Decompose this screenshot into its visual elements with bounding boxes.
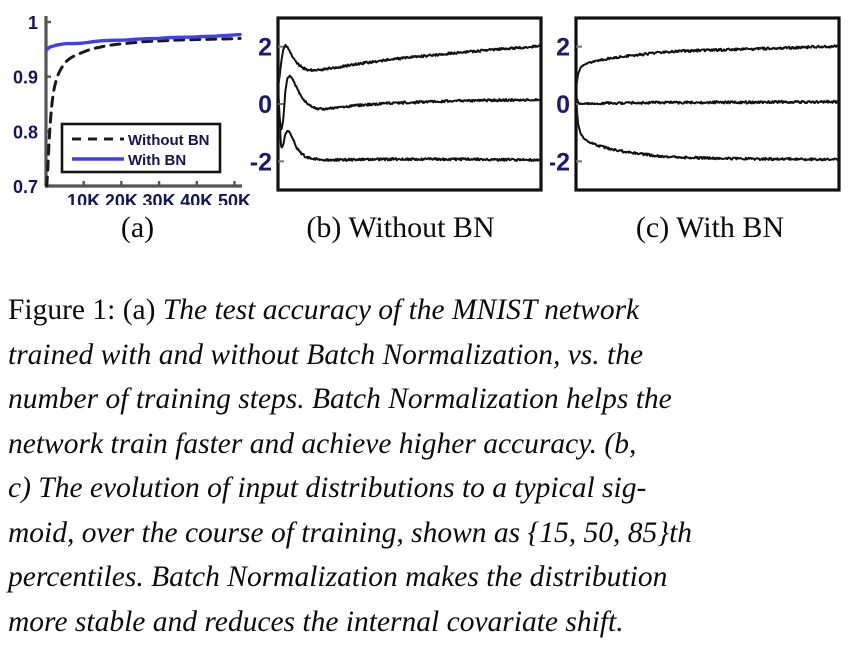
legend-label-without-bn: Without BN	[128, 132, 210, 149]
chart-b-canvas: -2 0 2	[250, 16, 543, 192]
caption-line: moid, over the course of training, shown…	[8, 511, 860, 556]
y-tick-label: 0	[258, 91, 272, 119]
y-tick-label: 0.8	[13, 122, 38, 142]
caption-text: trained with and without Batch Normaliza…	[8, 338, 644, 371]
chart-panel-b: -2 0 2	[250, 0, 550, 205]
subcaption-b: (b) Without BN	[306, 211, 495, 244]
caption-line: number of training steps. Batch Normaliz…	[8, 377, 860, 422]
y-tick-label: 1	[28, 13, 38, 33]
caption-line: c) The evolution of input distributions …	[8, 466, 860, 511]
caption-line: network train faster and achieve higher …	[8, 422, 860, 467]
figure-caption: Figure 1: (a) The test accuracy of the M…	[8, 288, 860, 644]
plots-strip: 0.7 0.8 0.9 1 10K 20K 30K 40K 50K Without BN With …	[0, 0, 865, 205]
plot-frame	[574, 16, 841, 192]
x-tick-label: 30K	[143, 191, 176, 205]
caption-line: trained with and without Batch Normaliza…	[8, 333, 860, 378]
chart-panel-a: 0.7 0.8 0.9 1 10K 20K 30K 40K 50K Without BN With …	[0, 0, 250, 205]
y-tick-label: -2	[550, 148, 570, 176]
legend-label-with-bn: With BN	[128, 152, 186, 169]
percentile-curve	[279, 99, 540, 162]
y-tick-label: 0	[556, 91, 570, 119]
caption-label: Figure 1: (a)	[8, 294, 163, 326]
x-tick-label: 40K	[180, 191, 213, 205]
percentile-curve	[279, 43, 540, 84]
chart-c-canvas: -2 0 2	[550, 16, 841, 192]
series-line	[45, 36, 242, 188]
y-tick-label: -2	[250, 148, 272, 176]
chart-panel-c: -2 0 2	[550, 0, 865, 205]
caption-text: c) The evolution of input distributions …	[8, 472, 647, 504]
percentile-curve	[577, 44, 838, 85]
subcaption-row: (a) (b) Without BN (c) With BN	[0, 206, 865, 268]
x-tick-label: 50K	[218, 191, 250, 205]
caption-line: Figure 1: (a) The test accuracy of the M…	[8, 288, 860, 333]
x-tick-label: 10K	[67, 191, 100, 205]
percentile-curve	[577, 97, 838, 106]
percentile-curve	[279, 74, 540, 131]
percentile-curve	[577, 105, 838, 162]
subcaption-a: (a)	[120, 211, 155, 244]
caption-text: network train faster and achieve higher …	[8, 427, 637, 460]
caption-text: moid, over the course of training, shown…	[8, 516, 693, 549]
y-tick-label: 2	[258, 34, 272, 62]
y-tick-label: 0.9	[13, 68, 38, 88]
x-tick-label: 20K	[105, 191, 138, 205]
y-tick-label: 2	[556, 34, 570, 62]
subcaption-c: (c) With BN	[635, 211, 785, 244]
caption-text: more stable and reduces the internal cov…	[8, 605, 624, 638]
caption-text: number of training steps. Batch Normaliz…	[8, 383, 672, 415]
caption-line: percentiles. Batch Normalization makes t…	[8, 555, 860, 600]
series-line	[45, 32, 242, 52]
legend-box	[60, 122, 222, 174]
chart-a-canvas: 0.7 0.8 0.9 1 10K 20K 30K 40K 50K Without BN With …	[13, 13, 250, 205]
y-tick-label: 0.7	[13, 177, 38, 197]
caption-text: The test accuracy of the MNIST network	[162, 294, 640, 326]
caption-text: percentiles. Batch Normalization makes t…	[8, 561, 668, 593]
caption-line: more stable and reduces the internal cov…	[8, 600, 860, 645]
